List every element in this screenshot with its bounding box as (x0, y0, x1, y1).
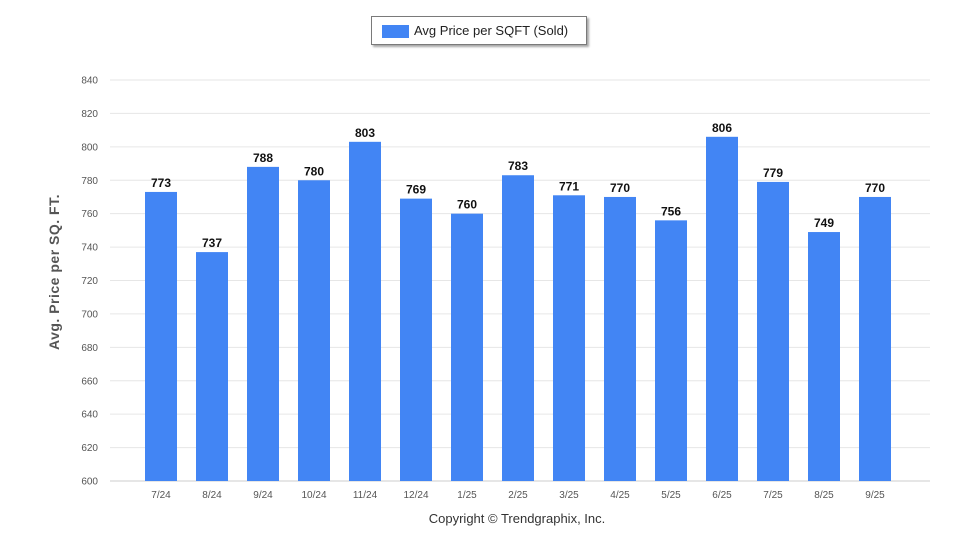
y-tick-label: 600 (81, 477, 98, 488)
bar-value-label: 806 (712, 121, 732, 135)
y-tick-label: 820 (81, 109, 98, 120)
bars (145, 136, 891, 482)
bar (298, 180, 330, 481)
bar-value-label: 770 (865, 181, 885, 195)
y-tick-label: 700 (81, 309, 98, 320)
x-tick-label: 10/24 (301, 490, 326, 501)
x-tick-label: 2/25 (508, 490, 528, 501)
copyright-text: Copyright © Trendgraphix, Inc. (428, 511, 606, 526)
y-tick-label: 780 (81, 176, 98, 187)
bar (859, 196, 891, 482)
bar (247, 166, 279, 481)
bar (604, 196, 636, 482)
y-tick-label: 720 (81, 276, 98, 287)
bar-value-label: 756 (661, 204, 681, 218)
y-tick-label: 660 (81, 376, 98, 387)
bar-value-label: 771 (559, 179, 579, 193)
y-tick-label: 840 (81, 76, 98, 87)
bar-value-label: 770 (610, 181, 630, 195)
bar-value-label: 737 (202, 236, 222, 250)
bar (400, 198, 432, 482)
y-tick-label: 740 (81, 243, 98, 254)
bar-value-label: 773 (151, 176, 171, 190)
x-tick-label: 5/25 (661, 490, 681, 501)
x-tick-label: 4/25 (610, 490, 630, 501)
legend-swatch (382, 25, 409, 38)
x-tick-label: 6/25 (712, 490, 732, 501)
bar (502, 175, 534, 482)
x-tick-label: 12/24 (403, 490, 428, 501)
y-axis-ticks: 600 620 640 660 680 700 720 740 760 780 800 820 840 (81, 76, 98, 488)
y-tick-label: 620 (81, 443, 98, 454)
bar (808, 232, 840, 481)
bar (706, 136, 738, 481)
x-tick-label: 11/24 (353, 490, 378, 501)
bar (451, 213, 483, 481)
bar-value-label: 749 (814, 216, 834, 230)
bar (553, 195, 585, 481)
bar-value-label: 760 (457, 198, 477, 212)
legend-label: Avg Price per SQFT (Sold) (414, 23, 569, 38)
bar-value-label: 783 (508, 159, 528, 173)
data-labels: 773 737 788 780 803 769 760 783 771 770 756 806 779 7… (151, 121, 885, 250)
x-tick-label: 8/24 (202, 490, 222, 501)
x-tick-label: 7/24 (151, 490, 171, 501)
y-tick-label: 680 (81, 343, 98, 354)
x-tick-label: 8/25 (814, 490, 834, 501)
y-tick-label: 760 (81, 209, 98, 220)
x-axis-ticks: 7/24 8/24 9/24 10/24 11/24 12/24 1/25 2/25 3/25 4… (151, 490, 885, 501)
y-tick-label: 800 (81, 142, 98, 153)
x-tick-label: 9/24 (253, 490, 273, 501)
legend: Avg Price per SQFT (Sold) (371, 16, 587, 45)
x-tick-label: 1/25 (457, 490, 477, 501)
bar (757, 181, 789, 481)
bar (196, 252, 228, 481)
bar-value-label: 779 (763, 166, 783, 180)
y-tick-label: 640 (81, 410, 98, 421)
bar-value-label: 780 (304, 164, 324, 178)
bar (349, 141, 381, 481)
bar-value-label: 788 (253, 151, 273, 165)
bar-value-label: 769 (406, 183, 426, 197)
bar (655, 220, 687, 481)
bar-value-label: 803 (355, 126, 375, 140)
x-tick-label: 9/25 (865, 490, 885, 501)
x-tick-label: 7/25 (763, 490, 783, 501)
x-tick-label: 3/25 (559, 490, 579, 501)
bar (145, 191, 177, 481)
